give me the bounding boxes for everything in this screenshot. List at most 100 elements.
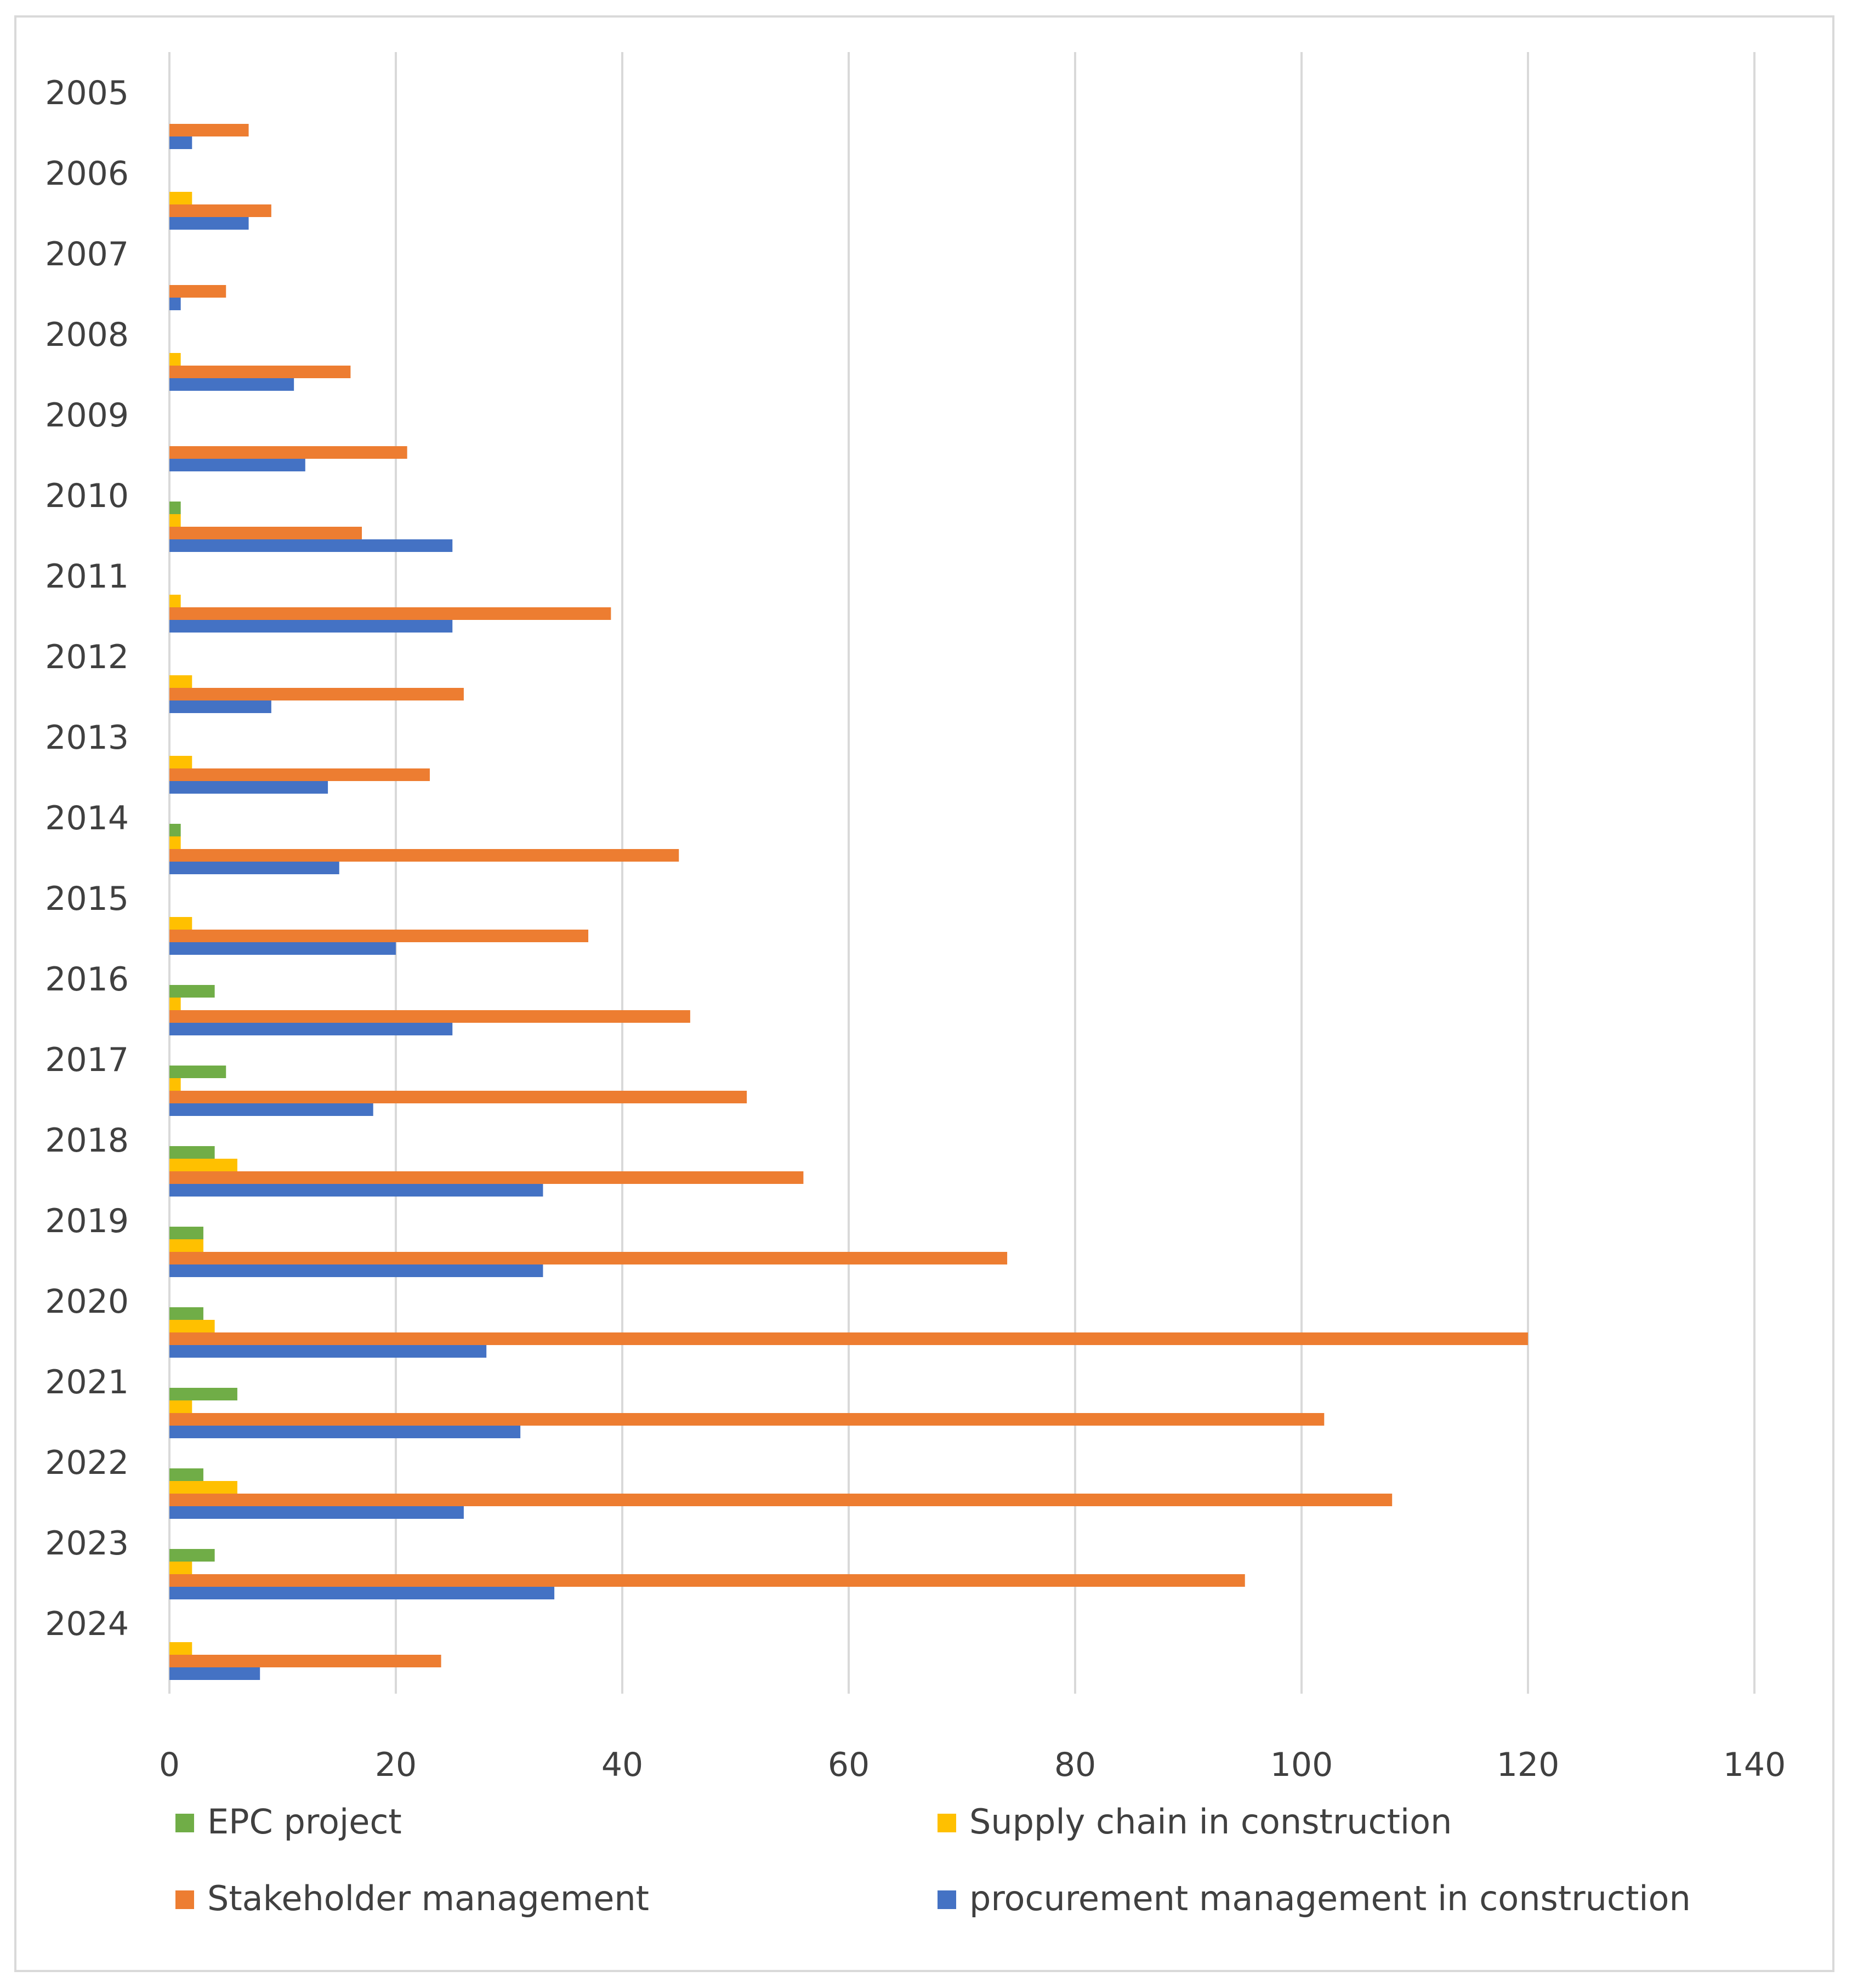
bar-2007-procurement-management-in-construction: [169, 298, 181, 310]
bar-2005-stakeholder-management: [169, 124, 249, 136]
bars: [169, 124, 1528, 1680]
y-tick-label: 2014: [45, 799, 129, 838]
x-tick-label: 20: [375, 1746, 417, 1784]
x-tick-label: 0: [159, 1746, 180, 1784]
bar-2006-procurement-management-in-construction: [169, 217, 249, 230]
y-tick-label: 2007: [45, 235, 129, 274]
category-axis: 2005 2006 2007 2008 2009 2010 2011 2012 2013 2014…: [45, 74, 129, 1643]
bar-2015-supply-chain-in-construction: [169, 917, 192, 930]
y-tick-label: 2015: [45, 880, 129, 918]
bar-2009-procurement-management-in-construction: [169, 459, 305, 471]
bar-2022-epc-project: [169, 1468, 203, 1481]
bar-2016-stakeholder-management: [169, 1010, 690, 1023]
bar-2011-supply-chain-in-construction: [169, 595, 181, 607]
bar-2006-stakeholder-management: [169, 204, 271, 217]
y-tick-label: 2024: [45, 1605, 129, 1643]
x-tick-label: 80: [1054, 1746, 1096, 1784]
bar-2019-stakeholder-management: [169, 1252, 1008, 1264]
y-tick-label: 2021: [45, 1363, 129, 1402]
gridlines: [168, 52, 1756, 1694]
legend-label: Supply chain in construction: [969, 1802, 1452, 1842]
y-tick-label: 2010: [45, 477, 129, 515]
bar-2018-supply-chain-in-construction: [169, 1159, 237, 1171]
bar-2020-supply-chain-in-construction: [169, 1320, 215, 1332]
bar-2014-supply-chain-in-construction: [169, 836, 181, 849]
bar-2017-stakeholder-management: [169, 1091, 747, 1103]
bar-2019-epc-project: [169, 1227, 203, 1239]
y-tick-label: 2017: [45, 1041, 129, 1079]
bar-2008-procurement-management-in-construction: [169, 378, 294, 391]
y-tick-label: 2009: [45, 396, 129, 435]
x-tick-label: 100: [1270, 1746, 1333, 1784]
bar-2023-procurement-management-in-construction: [169, 1587, 555, 1599]
bar-2017-supply-chain-in-construction: [169, 1078, 181, 1091]
bar-2017-epc-project: [169, 1066, 226, 1078]
bar-2018-epc-project: [169, 1146, 215, 1159]
bar-2012-supply-chain-in-construction: [169, 675, 192, 688]
bar-2017-procurement-management-in-construction: [169, 1103, 373, 1116]
legend-swatch: [175, 1890, 194, 1909]
bar-2006-supply-chain-in-construction: [169, 192, 192, 204]
legend-label: procurement management in construction: [969, 1878, 1691, 1918]
bar-2010-supply-chain-in-construction: [169, 514, 181, 527]
value-axis: 0 20 40 60 80 100 120 140: [159, 1746, 1786, 1784]
bar-2015-procurement-management-in-construction: [169, 942, 396, 955]
bar-2020-stakeholder-management: [169, 1332, 1528, 1345]
legend-swatch: [175, 1814, 194, 1832]
bar-2024-supply-chain-in-construction: [169, 1642, 192, 1655]
y-tick-label: 2008: [45, 316, 129, 354]
legend-label: Stakeholder management: [207, 1878, 649, 1918]
bar-2019-supply-chain-in-construction: [169, 1239, 203, 1252]
x-tick-label: 60: [828, 1746, 870, 1784]
legend-swatch: [938, 1890, 956, 1909]
bar-2019-procurement-management-in-construction: [169, 1264, 543, 1277]
x-tick-label: 40: [601, 1746, 643, 1784]
bar-2018-procurement-management-in-construction: [169, 1184, 543, 1197]
bar-2016-epc-project: [169, 985, 215, 998]
bar-2023-stakeholder-management: [169, 1574, 1245, 1587]
bar-2023-epc-project: [169, 1549, 215, 1562]
x-tick-label: 140: [1723, 1746, 1786, 1784]
x-tick-label: 120: [1497, 1746, 1560, 1784]
bar-2023-supply-chain-in-construction: [169, 1562, 192, 1574]
bar-2020-epc-project: [169, 1307, 203, 1320]
legend-label: EPC project: [207, 1802, 402, 1842]
bar-2021-epc-project: [169, 1388, 237, 1400]
bar-2014-stakeholder-management: [169, 849, 679, 862]
y-tick-label: 2018: [45, 1121, 129, 1160]
legend: EPC project Supply chain in construction S…: [175, 1802, 1691, 1918]
bar-2013-supply-chain-in-construction: [169, 756, 192, 768]
bar-2010-procurement-management-in-construction: [169, 539, 453, 552]
bar-2011-stakeholder-management: [169, 607, 611, 620]
bar-2012-stakeholder-management: [169, 688, 464, 700]
y-tick-label: 2019: [45, 1202, 129, 1240]
bar-2024-procurement-management-in-construction: [169, 1667, 260, 1680]
bar-2012-procurement-management-in-construction: [169, 700, 271, 713]
bar-2007-stakeholder-management: [169, 285, 226, 298]
bar-2021-stakeholder-management: [169, 1413, 1325, 1426]
bar-2022-procurement-management-in-construction: [169, 1506, 464, 1519]
bar-2016-supply-chain-in-construction: [169, 998, 181, 1010]
bar-2008-supply-chain-in-construction: [169, 353, 181, 366]
bar-2010-stakeholder-management: [169, 527, 362, 539]
bar-2018-stakeholder-management: [169, 1171, 804, 1184]
bar-2009-stakeholder-management: [169, 446, 407, 459]
bar-2016-procurement-management-in-construction: [169, 1023, 453, 1035]
y-tick-label: 2011: [45, 557, 129, 596]
bar-2024-stakeholder-management: [169, 1655, 441, 1667]
bar-2014-procurement-management-in-construction: [169, 862, 339, 874]
y-tick-label: 2022: [45, 1444, 129, 1482]
y-tick-label: 2016: [45, 960, 129, 999]
legend-swatch: [938, 1814, 956, 1832]
bar-2013-stakeholder-management: [169, 768, 430, 781]
y-tick-label: 2006: [45, 155, 129, 193]
y-tick-label: 2013: [45, 719, 129, 757]
bar-2021-procurement-management-in-construction: [169, 1426, 521, 1438]
bar-2015-stakeholder-management: [169, 930, 589, 942]
y-tick-label: 2020: [45, 1283, 129, 1321]
y-tick-label: 2005: [45, 74, 129, 112]
y-tick-label: 2012: [45, 638, 129, 676]
y-tick-label: 2023: [45, 1524, 129, 1563]
bar-2022-stakeholder-management: [169, 1494, 1393, 1506]
